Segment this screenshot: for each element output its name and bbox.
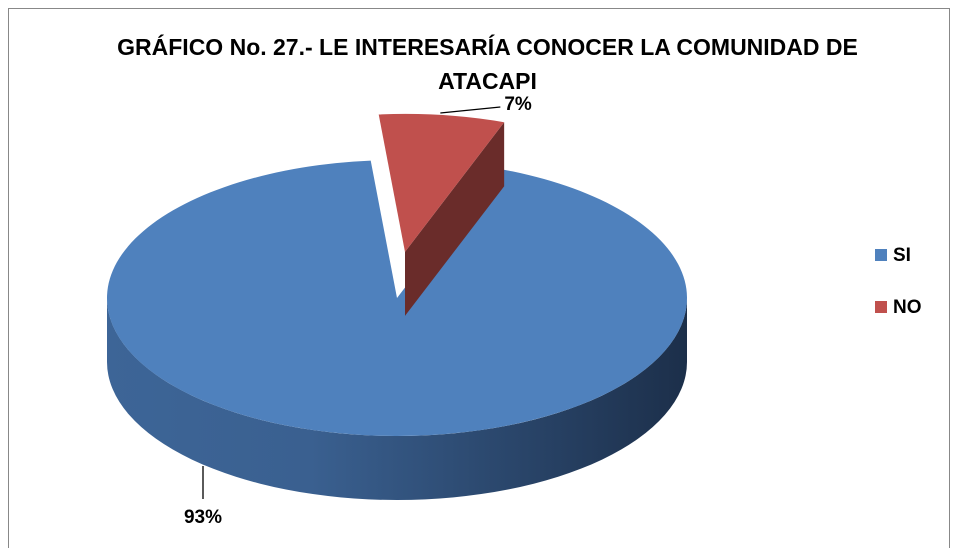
data-label: 93%	[184, 507, 222, 528]
chart-border	[8, 8, 950, 548]
legend-swatch	[875, 249, 887, 261]
pie-slice	[378, 113, 505, 252]
pie-side	[107, 298, 687, 500]
chart-title: GRÁFICO No. 27.- LE INTERESARÍA CONOCER …	[117, 34, 858, 94]
pie-cut-face	[404, 122, 505, 316]
legend-swatch	[875, 301, 887, 313]
pie-slice	[106, 160, 688, 437]
leader-line	[440, 106, 501, 114]
data-label: 7%	[504, 94, 532, 115]
legend-label: SI	[893, 245, 911, 266]
legend-label: NO	[893, 297, 922, 318]
